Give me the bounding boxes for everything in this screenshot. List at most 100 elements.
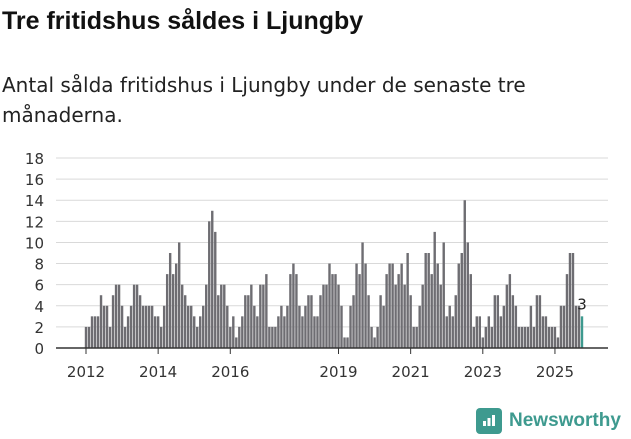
bar (310, 295, 313, 348)
bar (253, 305, 256, 348)
bar (493, 295, 497, 348)
bar (400, 263, 403, 348)
bar (274, 326, 277, 348)
bar (562, 305, 566, 348)
bar (147, 305, 151, 348)
bar (108, 326, 112, 348)
bar (508, 274, 512, 348)
bar (445, 316, 448, 348)
y-tick-label: 8 (34, 256, 44, 274)
bar (187, 305, 190, 348)
bar (424, 253, 427, 348)
bar (385, 274, 388, 348)
bar (129, 305, 133, 348)
bar (99, 295, 103, 348)
bar (241, 316, 244, 348)
bar (268, 326, 271, 348)
bar (226, 305, 229, 348)
y-tick-label: 4 (34, 298, 44, 316)
bar (397, 274, 400, 348)
bar (469, 274, 472, 348)
newsworthy-logo-icon (476, 408, 502, 434)
bar (571, 253, 575, 348)
bar (162, 305, 166, 348)
bar (568, 253, 572, 348)
bar (478, 316, 481, 348)
bar (111, 295, 115, 348)
bar (193, 316, 196, 348)
x-tick-label: 2012 (67, 363, 105, 381)
y-tick-label: 14 (25, 192, 44, 210)
bar (379, 295, 382, 348)
bar (328, 263, 331, 348)
bar (340, 305, 343, 348)
bar (484, 326, 488, 348)
bar (391, 263, 394, 348)
bar (514, 305, 518, 348)
bar (343, 337, 346, 348)
bar (577, 305, 581, 348)
bar (177, 242, 181, 348)
bar (406, 253, 409, 348)
bar (205, 284, 208, 348)
y-tick-label: 18 (25, 150, 44, 168)
bar (418, 305, 421, 348)
bar (559, 305, 563, 348)
bar (277, 316, 280, 348)
bar (466, 242, 469, 348)
bar (451, 316, 454, 348)
bar (298, 305, 301, 348)
bar (217, 295, 220, 348)
bar (376, 326, 379, 348)
bar (304, 305, 307, 348)
bar (286, 305, 289, 348)
last-value-label: 3 (577, 295, 587, 313)
bar (550, 326, 554, 348)
bar (96, 316, 100, 348)
bar (150, 305, 154, 348)
bar (415, 326, 418, 348)
bar (165, 274, 169, 348)
bar (349, 305, 352, 348)
bar (535, 295, 539, 348)
bar (472, 326, 475, 348)
x-tick-label: 2023 (464, 363, 502, 381)
bar (156, 316, 160, 348)
bar (463, 200, 466, 348)
bar (316, 316, 319, 348)
bar (141, 305, 145, 348)
chart-subtitle: Antal sålda fritidshus i Ljungby under d… (2, 73, 526, 127)
bar (325, 284, 328, 348)
bar (117, 284, 121, 348)
bar (313, 316, 316, 348)
bar (499, 316, 503, 348)
bar (211, 210, 214, 348)
bar (171, 274, 175, 348)
bar (153, 316, 157, 348)
bar (352, 295, 355, 348)
bar (307, 295, 310, 348)
bar (490, 326, 494, 348)
bar (256, 316, 259, 348)
y-tick-label: 2 (34, 319, 44, 337)
bar (120, 305, 124, 348)
bar (105, 305, 109, 348)
bar (102, 305, 106, 348)
bar (382, 305, 385, 348)
bar (135, 284, 139, 348)
bar (292, 263, 295, 348)
y-tick-label: 6 (34, 277, 44, 295)
bar (138, 295, 142, 348)
bar (247, 295, 250, 348)
bar (394, 284, 397, 348)
bar (259, 284, 262, 348)
bar (220, 284, 223, 348)
bar (355, 263, 358, 348)
bar (517, 326, 521, 348)
x-tick-label: 2019 (319, 363, 357, 381)
bar (523, 326, 527, 348)
bar (180, 284, 184, 348)
bar (448, 305, 451, 348)
bar (346, 337, 349, 348)
bar (430, 274, 433, 348)
